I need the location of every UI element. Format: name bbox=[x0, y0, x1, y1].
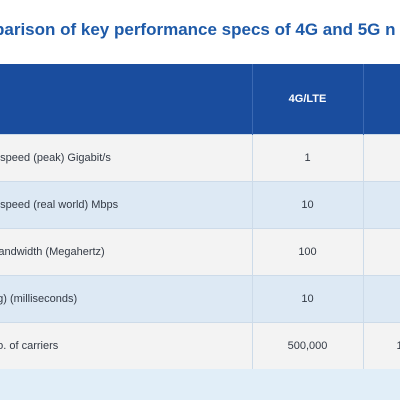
row-parameter: d speed (real world) Mbps bbox=[0, 181, 252, 229]
row-5g-value: 1 bbox=[362, 322, 400, 369]
row-4g-value: 10 bbox=[251, 275, 363, 323]
row-4g-value: 10 bbox=[251, 181, 363, 229]
header-4g-lte: 4G/LTE bbox=[251, 64, 363, 135]
row-4g-value: 500,000 bbox=[251, 322, 363, 369]
table-row: Bandwidth (Megahertz) 100 bbox=[0, 228, 400, 276]
row-parameter: d speed (peak) Gigabit/s bbox=[0, 134, 252, 182]
table-row: d speed (peak) Gigabit/s 1 bbox=[0, 134, 400, 182]
table-row: d speed (real world) Mbps 10 bbox=[0, 181, 400, 229]
header-parameter bbox=[0, 64, 252, 135]
row-5g-value bbox=[362, 181, 400, 229]
row-parameter: ag) (milliseconds) bbox=[0, 275, 252, 323]
table-header-row: 4G/LTE bbox=[0, 64, 400, 135]
row-5g-value bbox=[362, 228, 400, 276]
title-bar: parison of key performance specs of 4G a… bbox=[0, 0, 400, 64]
table-row: ag) (milliseconds) 10 bbox=[0, 275, 400, 323]
row-parameter: no. of carriers bbox=[0, 322, 252, 369]
header-5g bbox=[362, 64, 400, 135]
row-5g-value bbox=[362, 134, 400, 182]
spec-comparison-table: 4G/LTE d speed (peak) Gigabit/s 1 d spee… bbox=[0, 64, 400, 369]
row-parameter: Bandwidth (Megahertz) bbox=[0, 228, 252, 276]
row-4g-value: 1 bbox=[251, 134, 363, 182]
page-title: parison of key performance specs of 4G a… bbox=[0, 20, 396, 39]
table-footer-strip bbox=[0, 374, 400, 400]
row-5g-value bbox=[362, 275, 400, 323]
table-row: no. of carriers 500,000 1 bbox=[0, 322, 400, 369]
row-4g-value: 100 bbox=[251, 228, 363, 276]
